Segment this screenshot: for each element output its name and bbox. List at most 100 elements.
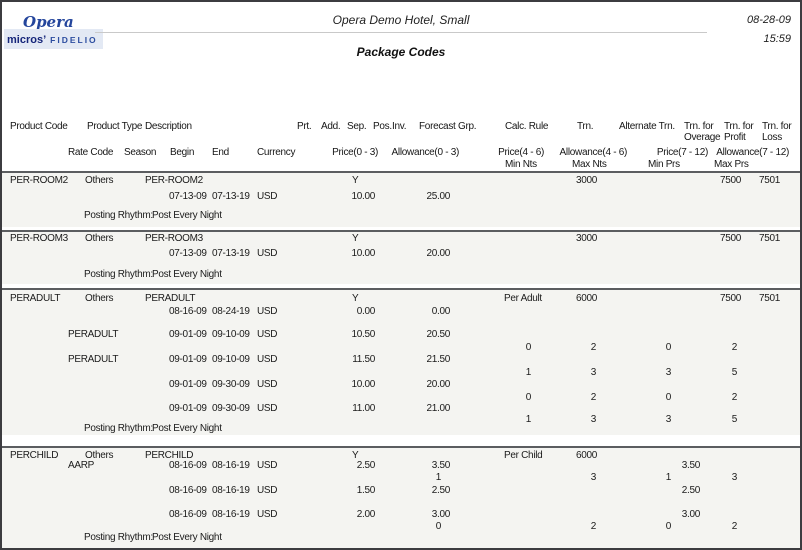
cell-allow: 0.00: [431, 306, 451, 317]
cell-end: 07-13-19: [212, 248, 250, 259]
header-allow712_h: Allowance(7 - 12): [716, 147, 789, 158]
cell-end: 07-13-19: [212, 191, 250, 202]
header-end_h: End: [212, 147, 229, 158]
header-overage_h: Trn. for: [684, 121, 714, 132]
cell-price: 1.50: [356, 485, 376, 496]
cell-price: 11.00: [352, 403, 375, 414]
header-pos_h: Pos.: [373, 121, 392, 132]
cell-price: 10.00: [351, 248, 375, 259]
cell-begin: 09-01-09: [169, 329, 207, 340]
cell-product_code: PERCHILD: [10, 450, 59, 461]
header-product_code_h: Product Code: [10, 121, 68, 132]
header-inv_h: Inv.: [392, 121, 407, 132]
header-price712_h: Price(7 - 12): [656, 147, 708, 158]
cell-currency: USD: [257, 248, 278, 259]
cell-sep: Y: [352, 175, 359, 186]
cell-begin: 09-01-09: [169, 379, 207, 390]
cell-minprs: 1: [665, 472, 672, 483]
block-background: [2, 288, 800, 435]
header-product_type_h: Product Type: [87, 121, 143, 132]
cell-maxprs: 2: [731, 392, 738, 403]
cell-minnts: 0: [525, 392, 532, 403]
cell-maxprs: 2: [731, 521, 738, 532]
cell-minnts: 1: [525, 367, 532, 378]
cell-price: 2.50: [356, 460, 376, 471]
block-separator: [2, 171, 800, 173]
cell-trn: 6000: [576, 293, 598, 304]
cell-currency: USD: [257, 379, 278, 390]
cell-price: 10.00: [351, 191, 375, 202]
cell-trn: 3000: [576, 233, 598, 244]
block-separator: [2, 230, 800, 232]
cell-posting_label: Posting Rhythm:: [84, 532, 153, 543]
cell-end: 08-24-19: [212, 306, 250, 317]
cell-price712: 3.50: [681, 460, 701, 471]
cell-loss: 7501: [758, 175, 780, 186]
cell-begin: 07-13-09: [169, 191, 207, 202]
cell-calc_rule: Per Adult: [504, 293, 542, 304]
cell-product_code: PER-ROOM2: [10, 175, 68, 186]
cell-minnts: 0: [525, 342, 532, 353]
cell-sep: Y: [352, 293, 359, 304]
cell-allow: 20.50: [426, 329, 450, 340]
cell-end: 08-16-19: [212, 485, 250, 496]
cell-end: 09-10-09: [212, 329, 250, 340]
cell-maxnts: 2: [590, 392, 597, 403]
cell-minprs: 0: [665, 392, 672, 403]
cell-profit: 7500: [719, 175, 741, 186]
cell-maxnts: 3: [590, 367, 597, 378]
header-minprs_h: Min Prs: [648, 159, 680, 170]
cell-maxnts: 2: [590, 342, 597, 353]
header-profit_h: Trn. for: [724, 121, 754, 132]
cell-begin: 09-01-09: [169, 354, 207, 365]
cell-sub1: 0: [435, 521, 442, 532]
header-sep_h: Sep.: [347, 121, 367, 132]
cell-minprs: 3: [665, 414, 672, 425]
cell-loss: 7501: [758, 233, 780, 244]
cell-end: 09-10-09: [212, 354, 250, 365]
cell-currency: USD: [257, 191, 278, 202]
cell-sep: Y: [352, 450, 359, 461]
block-separator: [2, 288, 800, 290]
cell-begin: 08-16-09: [169, 306, 207, 317]
cell-posting_label: Posting Rhythm:: [84, 269, 153, 280]
hotel-name: Opera Demo Hotel, Small: [332, 13, 470, 27]
header-minnts_h: Min Nts: [505, 159, 537, 170]
header-calc_h: Calc. Rule: [505, 121, 549, 132]
cell-allow: 3.50: [431, 460, 451, 471]
header-overage_h: Overage: [684, 132, 721, 143]
cell-posting_label: Posting Rhythm:: [84, 210, 153, 221]
header-allow03_h: Allowance(0 - 3): [391, 147, 460, 158]
cell-price: 10.50: [351, 329, 375, 340]
cell-rate_code: PERADULT: [68, 354, 119, 365]
cell-begin: 07-13-09: [169, 248, 207, 259]
block-background: [2, 230, 800, 284]
cell-price: 10.00: [351, 379, 375, 390]
header-add_h: Add.: [321, 121, 341, 132]
cell-description: PERCHILD: [145, 450, 194, 461]
block-background: [2, 171, 800, 227]
micros-fidelio-logo-icon: micros’ FIDELIO: [4, 29, 103, 49]
cell-end: 08-16-19: [212, 509, 250, 520]
cell-product_type: Others: [85, 175, 114, 186]
header-forecast_h: Forecast Grp.: [419, 121, 477, 132]
cell-rate_code: AARP: [68, 460, 95, 471]
cell-maxprs: 2: [731, 342, 738, 353]
cell-begin: 08-16-09: [169, 460, 207, 471]
report-date: 08-28-09: [746, 14, 791, 26]
cell-allow: 21.50: [426, 354, 450, 365]
cell-end: 09-30-09: [212, 379, 250, 390]
header-rate_code_h: Rate Code: [68, 147, 114, 158]
cell-begin: 09-01-09: [169, 403, 207, 414]
cell-begin: 08-16-09: [169, 485, 207, 496]
header-price46_h: Price(4 - 6): [498, 147, 544, 158]
cell-product_type: Others: [85, 233, 114, 244]
header-description_h: Description: [145, 121, 192, 132]
cell-allow: 21.00: [426, 403, 450, 414]
block-separator: [2, 446, 800, 448]
cell-end: 08-16-19: [212, 460, 250, 471]
fidelio-brand-text: FIDELIO: [50, 35, 98, 45]
cell-price712: 2.50: [681, 485, 701, 496]
header-currency_h: Currency: [257, 147, 296, 158]
